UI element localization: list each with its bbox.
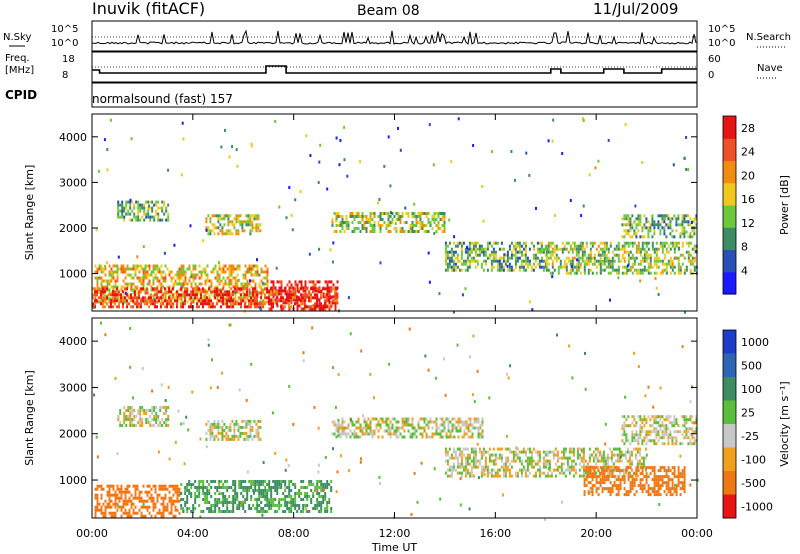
- power-colorbar-segment: [723, 182, 736, 206]
- xtick-label: 08:00: [278, 527, 310, 540]
- noise-search-label: N.Search: [746, 32, 792, 43]
- velocity-colorbar-tick-label: -100: [741, 453, 766, 466]
- power-colorbar-tick-label: 12: [741, 217, 755, 230]
- velocity-colorbar-tick-label: -1000: [741, 500, 773, 513]
- velocity-ytick-label: 1000: [59, 474, 87, 487]
- velocity-colorbar-tick-label: 1000: [741, 336, 769, 349]
- velocity-colorbar-segment: [723, 471, 736, 495]
- xtick-label: 00:00: [76, 527, 108, 540]
- power-ytick-label: 3000: [59, 176, 87, 189]
- power-colorbar-segment: [723, 227, 736, 251]
- power-ytick-label: 2000: [59, 222, 87, 235]
- velocity-colorbar-frame: [722, 329, 737, 519]
- velocity-ylabel: Slant Range [km]: [23, 370, 36, 466]
- power-heatmap-data: [92, 117, 698, 314]
- velocity-colorbar-segment: [723, 447, 736, 472]
- velocity-colorbar-segment: [723, 494, 736, 519]
- xtick-label: 00:00: [681, 527, 713, 540]
- velocity-colorbar-tick-label: -25: [741, 430, 759, 443]
- velocity-colorbar-tick-label: 500: [741, 359, 762, 372]
- power-colorbar-segment: [723, 271, 736, 295]
- velocity-colorbar-segment: [723, 353, 736, 378]
- power-ytick-label: 1000: [59, 268, 87, 281]
- velocity-colorbar-label: Velocity [m s⁻¹]: [778, 381, 791, 466]
- velocity-ytick-label: 2000: [59, 428, 87, 441]
- nave-label: Nave: [757, 63, 783, 74]
- power-colorbar-tick-label: 20: [741, 169, 755, 182]
- cpid-label: CPID: [5, 88, 38, 102]
- velocity-colorbar-segment: [723, 400, 736, 425]
- station-title: Inuvik (fitACF): [92, 0, 206, 18]
- date-title: 11/Jul/2009: [593, 0, 679, 18]
- power-colorbar-segment: [723, 160, 736, 184]
- noise-right-tick-bottom: 10^0: [708, 38, 736, 49]
- xtick-label: 04:00: [177, 527, 209, 540]
- xtick-label: 12:00: [379, 527, 411, 540]
- freq-label: Freq.: [5, 53, 30, 64]
- velocity-colorbar-segment: [723, 330, 736, 354]
- x-axis-label: Time UT: [371, 541, 417, 554]
- freq-tick-bottom: 8: [62, 70, 69, 81]
- power-colorbar-segment: [723, 116, 736, 139]
- power-ytick-label: 4000: [59, 131, 87, 144]
- velocity-ytick-label: 3000: [59, 381, 87, 394]
- velocity-heatmap-data: [93, 321, 699, 521]
- power-colorbar-tick-label: 28: [741, 122, 755, 135]
- velocity-colorbar-tick-label: 25: [741, 406, 755, 419]
- noise-left-tick-bottom: 10^0: [51, 38, 79, 49]
- noise-panel-frame: [91, 20, 698, 52]
- power-colorbar-segment: [723, 205, 736, 228]
- xtick-label: 20:00: [580, 527, 612, 540]
- power-colorbar-segment: [723, 138, 736, 162]
- freq-tick-top: 18: [62, 54, 75, 65]
- power-ylabel: Slant Range [km]: [23, 165, 36, 261]
- power-colorbar-tick-label: 24: [741, 146, 755, 159]
- nave-tick-bottom: 0: [708, 70, 715, 81]
- cpid-program-text: normalsound (fast) 157: [92, 92, 233, 106]
- velocity-colorbar-tick-label: -500: [741, 477, 766, 490]
- velocity-colorbar-tick-label: 100: [741, 383, 762, 396]
- power-colorbar-tick-label: 16: [741, 193, 755, 206]
- freq-unit-label: [MHz]: [5, 65, 35, 76]
- velocity-colorbar-segment: [723, 377, 736, 401]
- power-colorbar-tick-label: 4: [741, 264, 748, 277]
- beam-title: Beam 08: [357, 3, 420, 19]
- power-colorbar-segment: [723, 249, 736, 273]
- noise-right-tick-top: 10^5: [708, 24, 736, 35]
- noise-left-tick-top: 10^5: [51, 24, 79, 35]
- cpid-panel-frame: [91, 82, 698, 108]
- noise-trace: [91, 29, 697, 45]
- power-colorbar-frame: [722, 115, 737, 295]
- freq-trace: [92, 65, 697, 74]
- velocity-colorbar-segment: [723, 424, 736, 448]
- noise-sky-label: N.Sky: [3, 32, 32, 43]
- power-colorbar-tick-label: 8: [741, 241, 748, 254]
- xtick-label: 16:00: [479, 527, 511, 540]
- nave-tick-top: 60: [708, 54, 721, 65]
- velocity-ytick-label: 4000: [59, 335, 87, 348]
- power-colorbar-label: Power [dB]: [778, 175, 791, 235]
